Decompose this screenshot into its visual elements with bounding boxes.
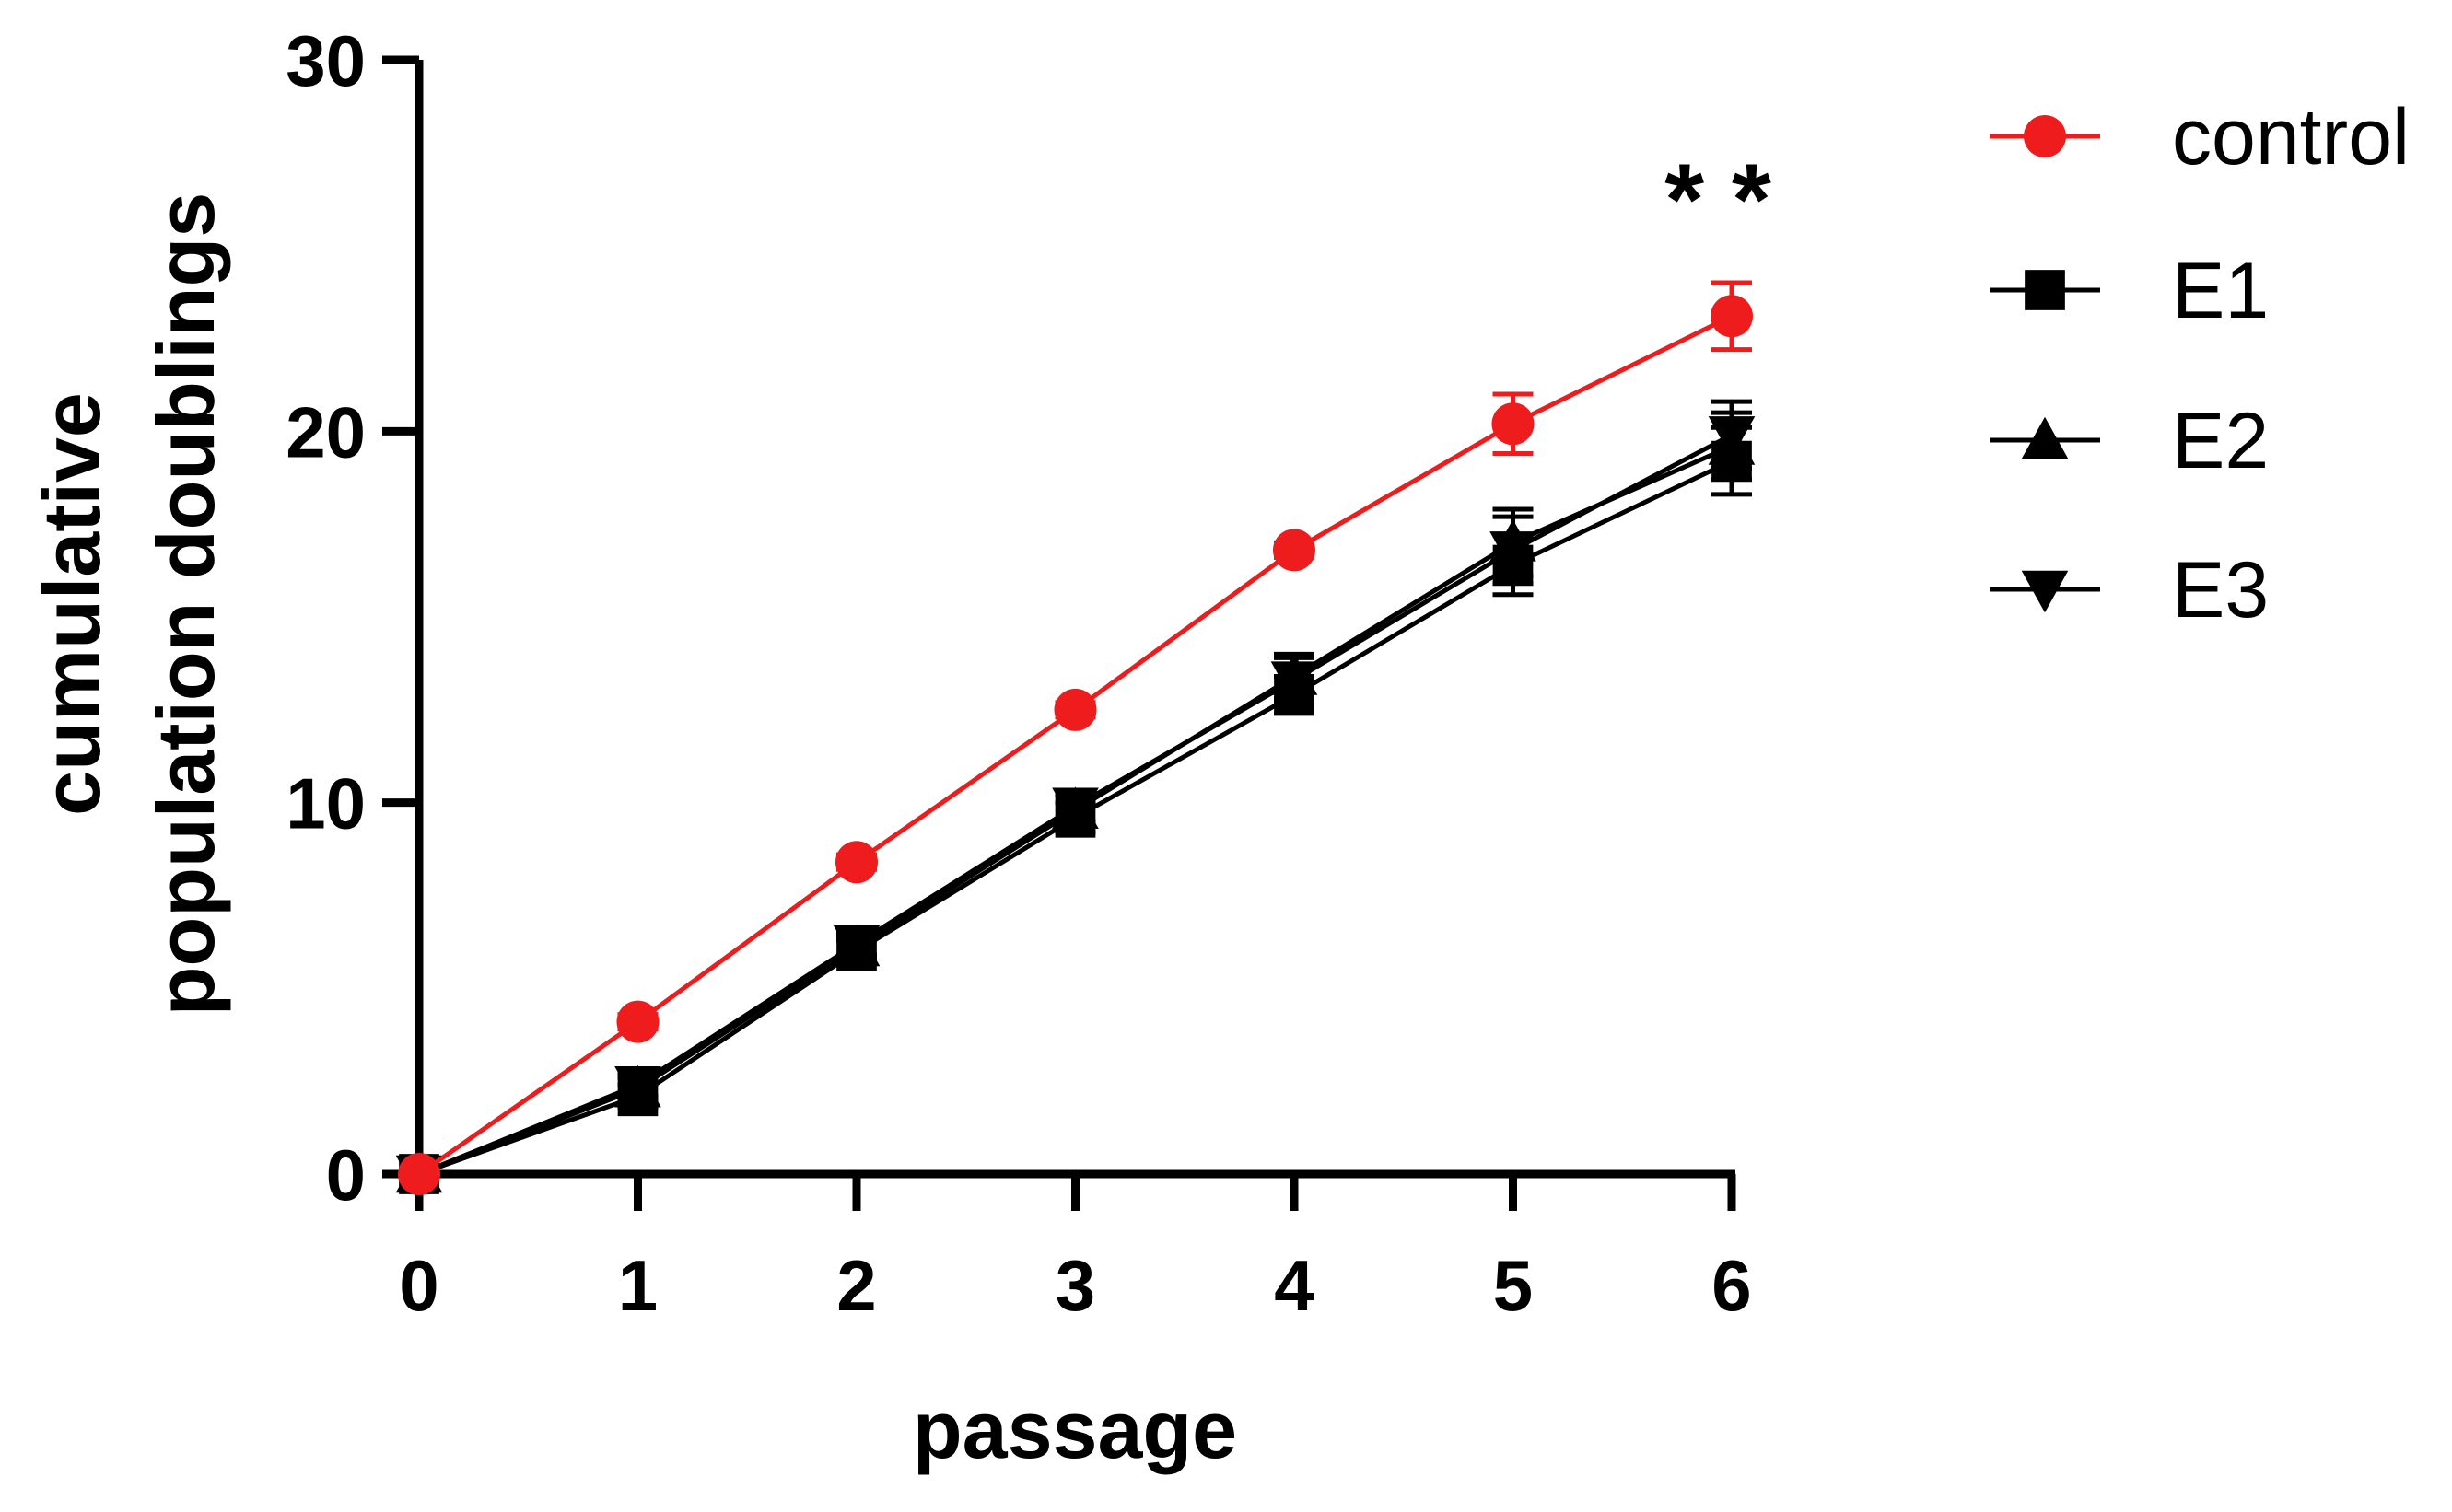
- legend-label: control: [2172, 93, 2410, 181]
- data-point: [1489, 531, 1536, 574]
- significance-annotation: **: [1664, 144, 1799, 257]
- x-tick-label: 4: [1274, 1245, 1314, 1326]
- data-point: [1711, 295, 1753, 338]
- y-tick-label: 20: [286, 391, 366, 472]
- legend-label: E1: [2172, 247, 2269, 335]
- x-axis-title: passage: [913, 1384, 1237, 1475]
- y-tick-label: 10: [286, 763, 366, 844]
- y-axis-title: cumulative population doublings: [26, 192, 231, 1016]
- data-point: [1491, 402, 1535, 446]
- series-e3: [395, 399, 1756, 1198]
- legend-item-control: control: [1990, 93, 2410, 181]
- x-tick-label: 2: [836, 1245, 876, 1326]
- x-tick-label: 1: [618, 1245, 658, 1326]
- y-axis-title-line-1: cumulative: [26, 392, 117, 816]
- legend-marker: [2021, 416, 2069, 459]
- y-tick-label: 30: [286, 20, 366, 101]
- legend-item-e1: E1: [1990, 247, 2269, 335]
- legend-marker: [2024, 115, 2066, 157]
- legend-label: E3: [2172, 546, 2269, 634]
- legend-item-e3: E3: [1990, 546, 2269, 634]
- x-tick-label: 0: [399, 1245, 438, 1326]
- x-tick-label: 6: [1711, 1245, 1751, 1326]
- data-point: [1052, 787, 1099, 830]
- series-layer: [395, 280, 1756, 1198]
- data-point: [1273, 529, 1315, 572]
- y-ticks: 0 10 20 30: [286, 20, 419, 1215]
- legend-item-e2: E2: [1990, 397, 2269, 485]
- x-tick-label: 5: [1493, 1245, 1533, 1326]
- legend-label: E2: [2172, 397, 2269, 485]
- data-point: [398, 1153, 440, 1195]
- x-ticks: 0 1 2 3 4 5 6: [399, 1174, 1752, 1326]
- data-point: [1054, 688, 1097, 731]
- data-point: [614, 1065, 661, 1109]
- data-point: [616, 1000, 660, 1043]
- series-control: [398, 280, 1753, 1195]
- y-axis-title-line-2: population doublings: [140, 192, 231, 1016]
- legend-marker: [2021, 570, 2069, 613]
- data-point: [1270, 661, 1318, 704]
- data-point: [833, 925, 881, 968]
- y-tick-label: 0: [326, 1134, 366, 1215]
- x-tick-label: 3: [1056, 1245, 1095, 1326]
- axes: 0 10 20 30 0 1 2 3 4 5 6: [286, 20, 1751, 1326]
- legend-marker: [2025, 270, 2065, 310]
- legend: control E1 E2 E3: [1990, 93, 2410, 634]
- series-line: [417, 314, 1734, 1177]
- annotation-layer: **: [1664, 144, 1799, 257]
- data-point: [1708, 416, 1756, 459]
- data-point: [835, 841, 878, 884]
